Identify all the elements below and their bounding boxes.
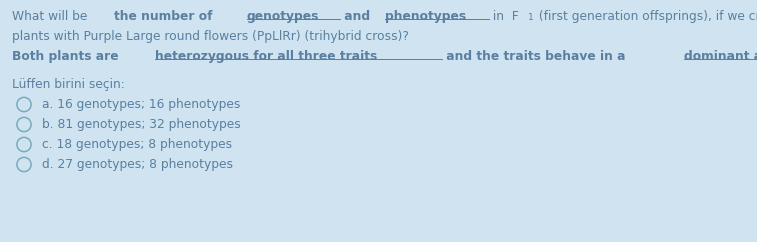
Text: What will be: What will be (12, 10, 92, 23)
Text: the number of: the number of (114, 10, 217, 23)
Text: 1: 1 (528, 13, 534, 22)
Text: a. 16 genotypes; 16 phenotypes: a. 16 genotypes; 16 phenotypes (42, 98, 241, 111)
Text: and the traits behave in a: and the traits behave in a (442, 50, 630, 63)
Text: c. 18 genotypes; 8 phenotypes: c. 18 genotypes; 8 phenotypes (42, 138, 232, 151)
Text: phenotypes: phenotypes (385, 10, 466, 23)
Text: Lüffen birini seçin:: Lüffen birini seçin: (12, 78, 125, 91)
Text: b. 81 genotypes; 32 phenotypes: b. 81 genotypes; 32 phenotypes (42, 118, 241, 131)
Text: genotypes: genotypes (247, 10, 319, 23)
Text: in  F: in F (489, 10, 519, 23)
Text: d. 27 genotypes; 8 phenotypes: d. 27 genotypes; 8 phenotypes (42, 158, 233, 171)
Text: dominant and recessive pattern.: dominant and recessive pattern. (684, 50, 757, 63)
Text: heterozygous for all three traits: heterozygous for all three traits (155, 50, 377, 63)
Text: plants with Purple Large round flowers (PpLlRr) (trihybrid cross)?: plants with Purple Large round flowers (… (12, 30, 409, 43)
Text: Both plants are: Both plants are (12, 50, 123, 63)
Text: and: and (340, 10, 375, 23)
Text: (first generation offsprings), if we crossbreed: (first generation offsprings), if we cro… (535, 10, 757, 23)
